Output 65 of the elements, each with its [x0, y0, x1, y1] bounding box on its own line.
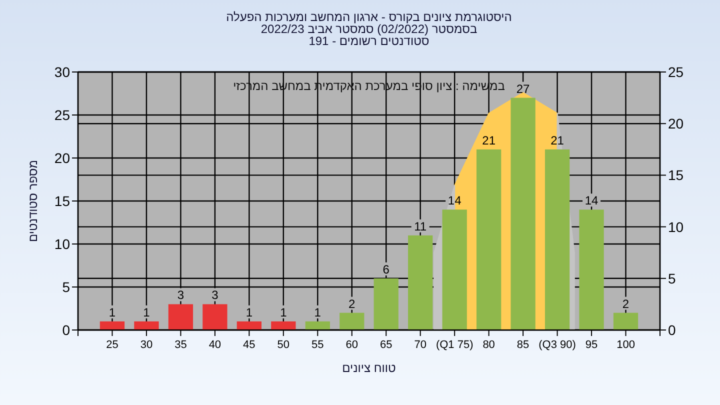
bar — [408, 235, 433, 330]
data-label: 27 — [516, 82, 530, 96]
x-tick-label: 40 — [208, 339, 222, 351]
data-label: 6 — [382, 262, 390, 276]
x-tick-label: 100 — [616, 339, 635, 351]
bar — [374, 278, 398, 330]
bar — [340, 312, 364, 330]
data-label: 2 — [348, 296, 356, 311]
x-tick-label: (Q1 75) — [436, 339, 474, 351]
x-tick-label: 50 — [277, 339, 290, 351]
bar — [579, 210, 604, 330]
bar — [544, 149, 570, 330]
data-label: 1 — [280, 305, 288, 320]
data-label: 11 — [414, 219, 427, 234]
bar — [613, 312, 638, 330]
x-tick-label: 45 — [243, 339, 256, 351]
bar — [476, 149, 502, 330]
x-tick-label: 85 — [516, 339, 530, 351]
data-label: 1 — [246, 305, 253, 320]
x-tick-label: 80 — [482, 339, 495, 351]
data-label: 2 — [622, 296, 630, 311]
x-tick-label: 60 — [346, 339, 358, 351]
data-label: 3 — [212, 288, 219, 302]
chart-title: היסטוגרמת ציונים בקורס - ארגון המחשב ומערכות הפעלה — [226, 10, 512, 24]
y-tick-label: 15 — [54, 193, 70, 209]
y-tick-label: 0 — [62, 322, 70, 338]
y2-tick-label: 0 — [668, 322, 676, 338]
bar — [202, 304, 228, 330]
y2-tick-label: 15 — [668, 167, 684, 184]
x-tick-label: 70 — [414, 339, 426, 351]
y-tick-label: 5 — [62, 279, 70, 295]
bar — [305, 321, 330, 330]
x-tick-label: 95 — [585, 339, 598, 351]
data-label: 21 — [482, 133, 496, 148]
data-label: 14 — [584, 194, 599, 208]
x-tick-label: 35 — [174, 339, 187, 351]
y-tick-label: 20 — [54, 150, 70, 166]
y-tick-label: 30 — [54, 64, 70, 80]
x-tick-label: 25 — [106, 339, 118, 351]
bar — [236, 321, 262, 330]
data-label: 14 — [448, 194, 462, 208]
y-tick-label: 10 — [54, 236, 70, 252]
bar — [168, 304, 194, 330]
data-label: 21 — [550, 133, 564, 148]
data-label: 3 — [177, 288, 184, 302]
data-label: 1 — [143, 305, 150, 320]
bar — [442, 210, 467, 330]
y-tick-label: 25 — [54, 107, 70, 123]
x-tick-label: 30 — [140, 339, 153, 351]
x-tick-label: 55 — [312, 339, 324, 351]
x-axis-title: טווח ציונים — [342, 361, 396, 375]
y2-tick-label: 25 — [668, 64, 684, 80]
y2-tick-label: 20 — [668, 116, 684, 132]
data-label: 1 — [108, 305, 116, 320]
bar — [100, 321, 125, 330]
chart-subtitle: בסמסטר (02/2022) סמסטר אביב 2022/23 סטודנטים רשומים - 191 — [260, 22, 478, 48]
y2-tick-label: 10 — [668, 218, 684, 235]
data-label: 1 — [314, 305, 322, 320]
x-tick-label: 65 — [380, 339, 392, 351]
bar — [510, 98, 536, 330]
x-tick-label: (Q3 90) — [538, 339, 576, 351]
bar — [134, 321, 159, 330]
bar — [271, 321, 296, 330]
y2-tick-label: 5 — [668, 270, 676, 286]
y-axis-title: מספר סטודנטים — [26, 160, 40, 242]
